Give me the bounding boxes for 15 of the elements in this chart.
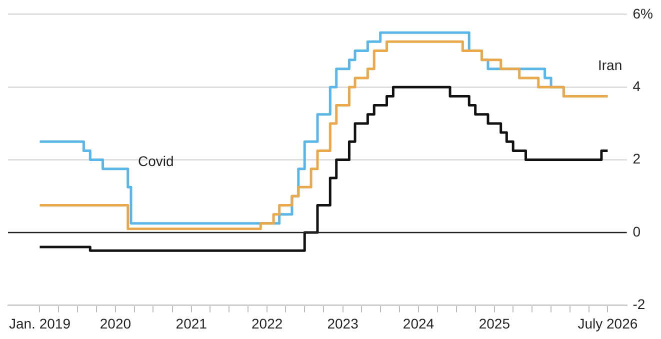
x-tick-label: 2021 (176, 315, 208, 332)
annotation: Iran (598, 56, 622, 73)
y-tick-label: -2 (632, 296, 646, 312)
x-tick-label: 2020 (100, 315, 132, 332)
x-tick-label: Jan. 2019 (8, 315, 71, 332)
x-tick-label: 2023 (327, 315, 359, 332)
annotation: Covid (138, 152, 174, 169)
x-tick-label: 2024 (402, 315, 434, 332)
y-tick-label: 6% (632, 5, 653, 22)
x-tick-label: 2022 (252, 315, 283, 332)
y-tick-label: 4 (632, 78, 641, 94)
x-tick-label: July 2026 (578, 315, 638, 332)
y-tick-label: 2 (632, 150, 641, 167)
y-tick-label: 0 (632, 223, 641, 240)
x-tick-label: 2025 (478, 315, 510, 332)
